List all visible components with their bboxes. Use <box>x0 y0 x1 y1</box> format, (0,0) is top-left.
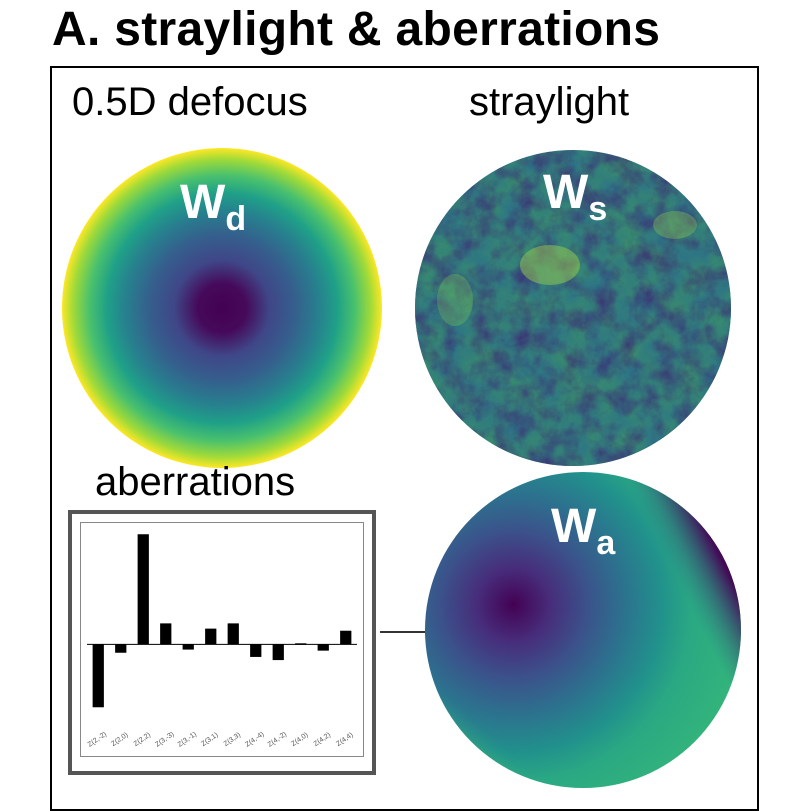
bar-Z(4,2) <box>317 644 329 651</box>
aberration-wavefront: Wa <box>425 472 741 788</box>
tick-label: Z(4,2) <box>313 732 332 748</box>
wa-symbol: Wa <box>551 500 616 562</box>
bar-Z(4,0) <box>295 643 307 645</box>
ws-symbol: Ws <box>543 166 607 228</box>
bar-Z(4,4) <box>340 630 352 645</box>
aberrations-label: aberrations <box>95 460 296 504</box>
figure-title: A. straylight & aberrations <box>52 3 661 56</box>
straylight-label: straylight <box>469 80 630 124</box>
tick-label: Z(2,-2) <box>87 731 108 749</box>
bar-Z(2,0) <box>115 644 127 653</box>
tick-label: Z(4,4) <box>335 732 354 748</box>
bar-Z(2,2) <box>137 534 149 645</box>
tick-label: Z(3,1) <box>200 732 219 748</box>
wd-symbol: Wd <box>180 176 246 238</box>
straylight-wavefront: Ws <box>415 150 731 466</box>
tick-label: Z(3,3) <box>223 732 242 748</box>
bar-Z(3,-3) <box>160 623 172 645</box>
bar-Z(2,-2) <box>92 644 104 708</box>
bar-Z(3,1) <box>205 628 217 645</box>
defocus-disk <box>62 148 382 468</box>
tick-label: Z(2,0) <box>110 732 129 748</box>
tick-label: Z(4,0) <box>290 732 309 748</box>
bar-Z(4,-4) <box>250 644 262 657</box>
defocus-label: 0.5D defocus <box>72 80 308 124</box>
defocus-wavefront: Wd <box>62 148 382 468</box>
bar-Z(4,-2) <box>272 644 284 661</box>
bar-Z(3,3) <box>227 623 239 645</box>
bar-Z(3,-1) <box>182 644 194 650</box>
tick-label: Z(4,-2) <box>267 731 288 749</box>
zernike-chart-box: Z(2,-2) Z(2,0) Z(2,2) Z(3,-3) Z(3,-1) Z(3,1) Z… <box>68 510 376 775</box>
zernike-bar-chart: Z(2,-2) Z(2,0) Z(2,2) Z(3,-3) Z(3,-1) Z(3,1) Z… <box>87 534 357 749</box>
tick-label: Z(3,-1) <box>177 731 198 749</box>
tick-label: Z(2,2) <box>133 732 152 748</box>
tick-label: Z(3,-3) <box>154 731 175 749</box>
tick-label: Z(4,-4) <box>244 731 265 749</box>
zernike-chart-axes: Z(2,-2) Z(2,0) Z(2,2) Z(3,-3) Z(3,-1) Z(3,1) Z… <box>80 522 364 757</box>
